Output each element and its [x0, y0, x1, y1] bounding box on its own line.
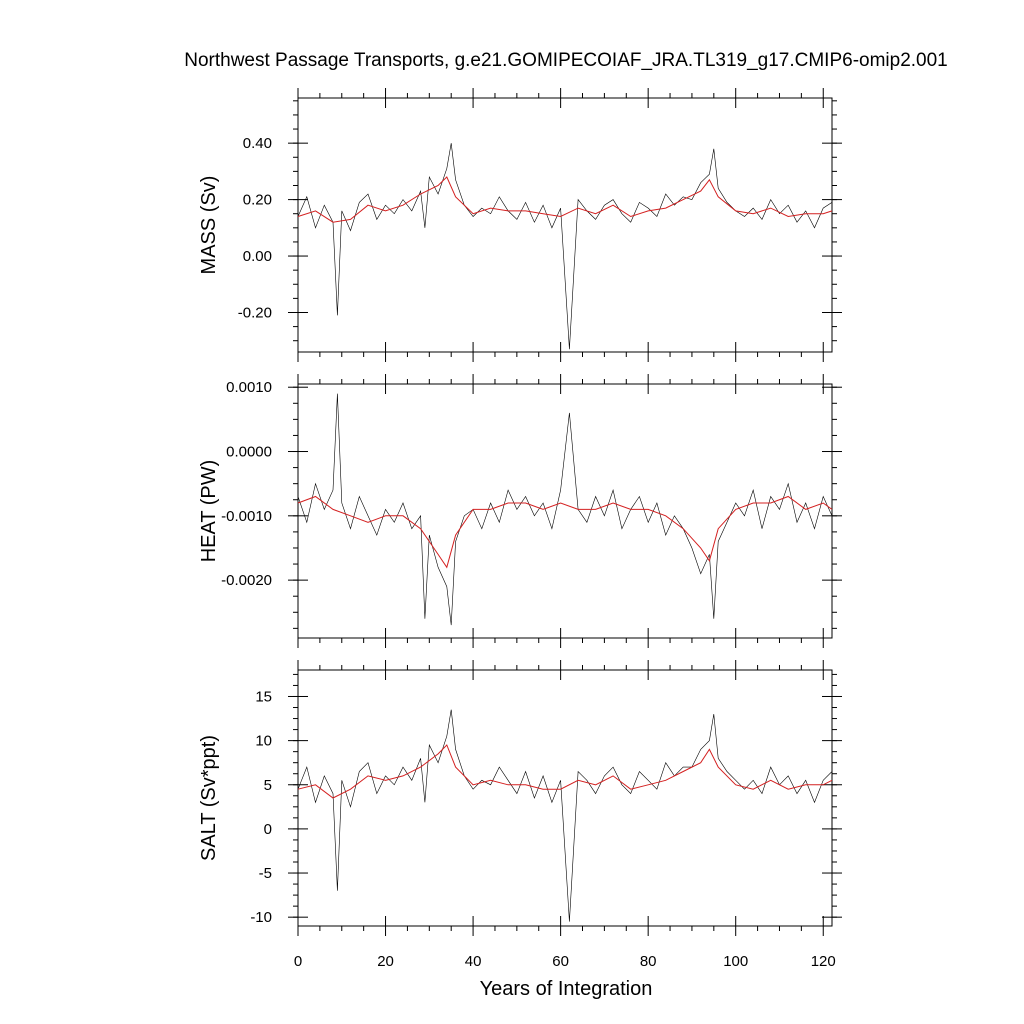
panel-1: -0.0020 -0.0010 0.0000 0.0010 HEAT (PW)	[198, 374, 842, 648]
y-tick-label: 0.0010	[226, 379, 272, 396]
chart-title: Northwest Passage Transports, g.e21.GOMI…	[184, 50, 948, 71]
series-line-monthly	[297, 393, 833, 626]
series-line-annual	[297, 176, 833, 223]
y-tick-label: 15	[255, 688, 272, 705]
y-axis-label: HEAT (PW)	[198, 460, 220, 563]
y-tick-label: -0.0020	[221, 572, 272, 589]
y-tick-label: 10	[255, 733, 272, 750]
y-tick-label: -0.0010	[221, 508, 272, 525]
y-tick-label: -5	[259, 865, 272, 882]
x-axis-label: Years of Integration	[480, 978, 653, 1000]
panel-0: -0.20 0.00 0.20 0.40 MASS (Sv)	[198, 88, 842, 362]
plot-frame	[297, 669, 833, 927]
y-tick-label: 0	[264, 821, 272, 838]
y-tick-label: 0.00	[243, 248, 272, 265]
x-tick-label: 120	[811, 953, 836, 970]
plot-frame	[297, 383, 833, 639]
y-tick-label: 0.40	[243, 135, 272, 152]
y-tick-label: -0.20	[238, 304, 272, 321]
x-tick-label: 20	[377, 953, 394, 970]
x-tick-label: 40	[465, 953, 482, 970]
series-line-monthly	[297, 709, 833, 922]
x-tick-label: 100	[723, 953, 748, 970]
y-tick-label: 5	[264, 777, 272, 794]
panel-2: -10 -5 0 5 10 15 0 20 40 60 80 100 120 SALT (Sv*ppt)	[198, 660, 842, 970]
y-axis-label: MASS (Sv)	[198, 176, 220, 275]
series-line-monthly	[297, 143, 833, 350]
plot-frame	[297, 97, 833, 353]
x-tick-label: 60	[552, 953, 569, 970]
series-line-annual	[297, 495, 833, 569]
y-tick-label: 0.20	[243, 192, 272, 209]
y-tick-label: -10	[250, 909, 272, 926]
y-tick-label: 0.0000	[226, 444, 272, 461]
x-tick-label: 80	[640, 953, 657, 970]
y-axis-label: SALT (Sv*ppt)	[198, 735, 220, 861]
x-tick-label: 0	[294, 953, 302, 970]
series-line-annual	[297, 744, 833, 799]
